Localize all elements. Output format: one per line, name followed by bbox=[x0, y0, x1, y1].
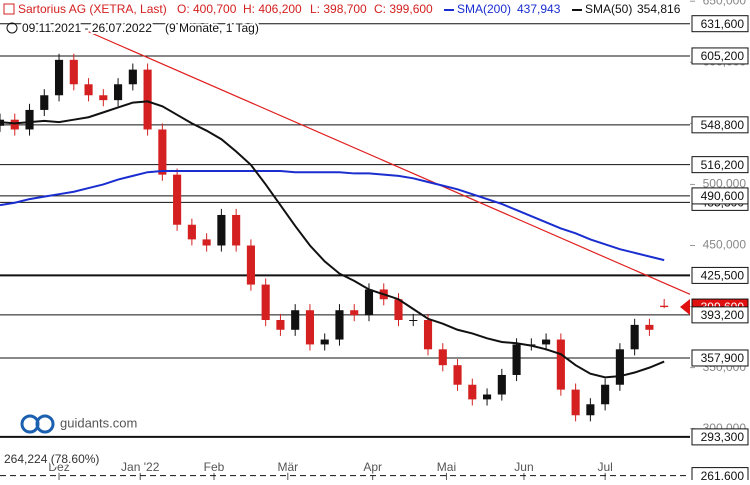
x-tick-label: Mai bbox=[437, 460, 456, 474]
low: L: 398,700 bbox=[310, 2, 367, 16]
candle-body bbox=[305, 310, 315, 345]
level-label-box bbox=[691, 15, 749, 33]
support-label-box bbox=[691, 306, 749, 324]
candle-body bbox=[69, 59, 78, 85]
candle-body bbox=[40, 95, 49, 110]
candle-body bbox=[542, 339, 551, 345]
candle-body bbox=[483, 394, 492, 400]
candle-body bbox=[586, 404, 595, 416]
candle-body bbox=[114, 84, 123, 101]
x-tick-label: Feb bbox=[204, 460, 225, 474]
candle-body bbox=[497, 374, 506, 395]
sma-line bbox=[0, 100, 665, 379]
x-tick-label: Jun bbox=[514, 460, 533, 474]
support-label: 393,200 bbox=[701, 308, 745, 322]
symbol: Sartorius AG (XETRA, Last) bbox=[18, 2, 167, 16]
duration: (9 Monate, 1 Tag) bbox=[165, 21, 259, 35]
legend-name: SMA(50) bbox=[585, 2, 632, 16]
candle-body bbox=[276, 320, 285, 330]
legend-value: 354,816 bbox=[637, 2, 681, 16]
level-label: 490,600 bbox=[701, 189, 745, 203]
level-label: 357,900 bbox=[701, 351, 745, 365]
candle-body bbox=[187, 224, 196, 240]
candle-body bbox=[556, 339, 565, 390]
x-tick-label: Dez bbox=[48, 460, 69, 474]
x-tick-label: Jan '22 bbox=[121, 460, 160, 474]
candle-body bbox=[438, 349, 447, 366]
candle-body bbox=[409, 320, 418, 321]
candle-body bbox=[571, 389, 580, 416]
level-label: 425,500 bbox=[701, 269, 745, 283]
candle-body bbox=[143, 69, 152, 130]
candle-body bbox=[423, 320, 433, 350]
level-label: 293,300 bbox=[701, 430, 745, 444]
candle-body bbox=[246, 245, 255, 285]
y-tick-label: 450,000 bbox=[703, 238, 747, 252]
level-label: 631,600 bbox=[701, 17, 745, 31]
level-label-box bbox=[691, 116, 749, 134]
level-label: 261,600 bbox=[701, 469, 745, 480]
candle-body bbox=[645, 324, 654, 330]
labels: 399,600393,200631,600605,200548,800516,2… bbox=[680, 15, 749, 485]
legend-value: 437,943 bbox=[517, 2, 561, 16]
candle-body bbox=[232, 214, 241, 246]
x-tick-label: Apr bbox=[363, 460, 382, 474]
candle-body bbox=[84, 84, 93, 96]
header: Sartorius AG (XETRA, Last) O: 400,700 H:… bbox=[2, 0, 683, 468]
candle-body bbox=[512, 344, 521, 375]
x-tick-label: Jul bbox=[597, 460, 612, 474]
marks bbox=[0, 31, 691, 422]
level-label-box bbox=[691, 266, 749, 284]
level-label: 548,800 bbox=[701, 118, 745, 132]
candle-body bbox=[10, 119, 19, 130]
clock-icon bbox=[6, 22, 18, 34]
footer-note: 264,224 (78.60%) bbox=[4, 452, 99, 466]
candle-body bbox=[615, 349, 624, 385]
last-price-marker bbox=[680, 299, 690, 316]
logo-icon bbox=[35, 414, 55, 434]
trendline bbox=[88, 31, 691, 295]
sma-line bbox=[0, 169, 665, 262]
candle-body bbox=[173, 174, 182, 225]
level-label-box bbox=[691, 349, 749, 367]
candle-body bbox=[54, 59, 64, 96]
candle-body bbox=[202, 239, 211, 246]
candle-body bbox=[394, 299, 403, 320]
open: O: 400,700 bbox=[177, 2, 237, 16]
candle-body bbox=[453, 365, 462, 385]
date-range: 09.11.2021 - 26.07.2022 bbox=[22, 21, 152, 35]
high: H: 406,200 bbox=[243, 2, 302, 16]
candle-body bbox=[350, 310, 359, 316]
candle-body bbox=[320, 339, 329, 345]
level-label: 605,200 bbox=[701, 49, 745, 63]
level-label-box bbox=[691, 47, 749, 65]
candle-body bbox=[99, 95, 108, 101]
level-label: 516,200 bbox=[701, 158, 745, 172]
level-label-box bbox=[691, 156, 749, 174]
candle-body bbox=[291, 310, 300, 330]
y-tick-label: 500,000 bbox=[703, 177, 747, 191]
candle-body bbox=[630, 324, 639, 350]
level-label-box bbox=[691, 187, 749, 205]
close: C: 399,600 bbox=[374, 2, 433, 16]
y-tick-label: 650,000 bbox=[703, 0, 747, 7]
candle-body bbox=[468, 384, 477, 400]
candle-body bbox=[364, 289, 374, 316]
candle-body bbox=[128, 69, 137, 85]
candle-body bbox=[217, 214, 226, 246]
candle-body bbox=[261, 284, 270, 320]
logo: guidants.com bbox=[60, 415, 137, 430]
candle-body bbox=[25, 109, 34, 130]
level-label-box bbox=[691, 428, 749, 446]
candle-body bbox=[335, 310, 344, 340]
candle-body bbox=[660, 305, 669, 308]
x-tick-label: Mär bbox=[277, 460, 298, 474]
candle-body bbox=[601, 384, 610, 405]
candle-body bbox=[158, 129, 167, 175]
icon bbox=[3, 3, 15, 15]
legend-name: SMA(200) bbox=[457, 2, 511, 16]
